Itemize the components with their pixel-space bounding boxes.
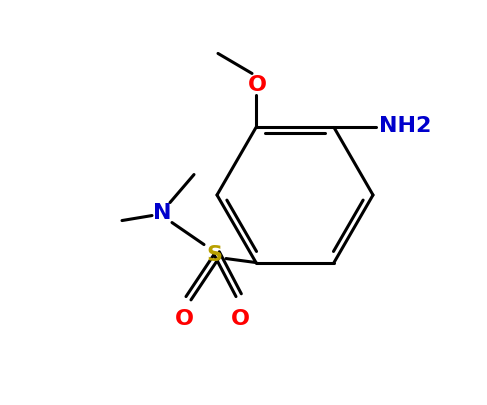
Text: NH2: NH2 — [379, 117, 431, 136]
Text: O: O — [230, 309, 249, 328]
Text: S: S — [206, 245, 222, 264]
Text: O: O — [174, 309, 193, 328]
Text: O: O — [247, 75, 266, 96]
Text: N: N — [153, 202, 171, 223]
